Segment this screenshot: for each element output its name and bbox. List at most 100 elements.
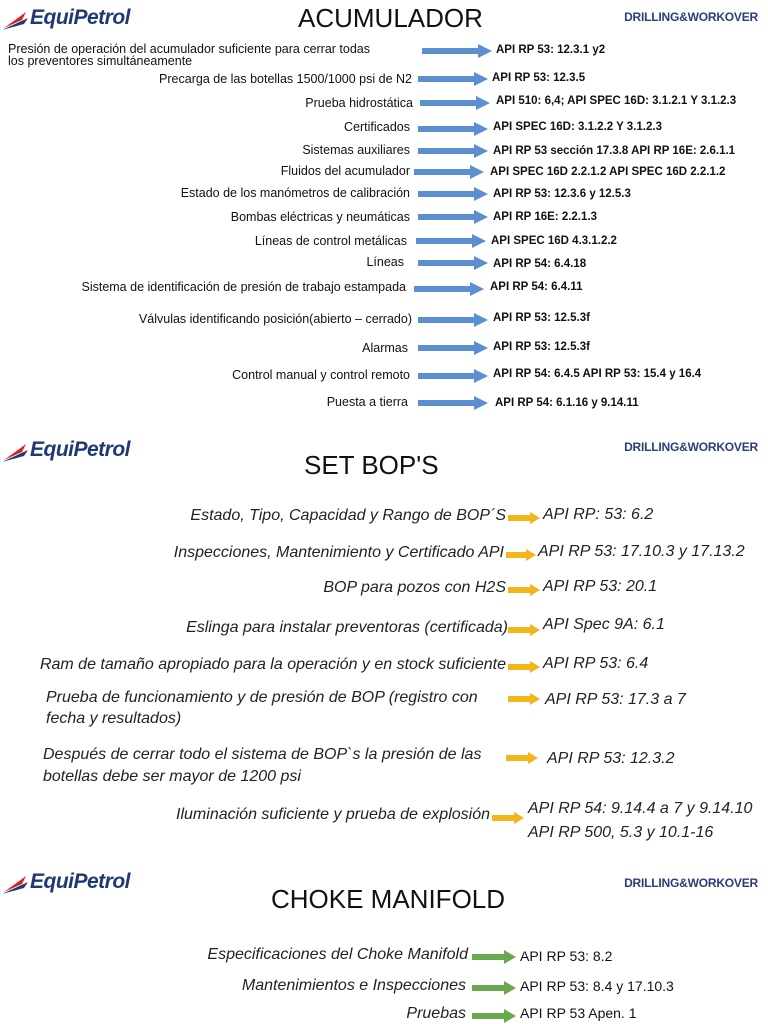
item-label: Sistema de identificación de presión de …	[81, 280, 406, 294]
arrow-icon	[416, 234, 486, 248]
item-reference: API RP 53: 12.5.3f	[493, 312, 590, 324]
equipetrol-logo: EquiPetrol	[2, 868, 136, 898]
arrow-icon	[508, 584, 540, 596]
arrow-icon	[472, 981, 516, 995]
item-reference: API SPEC 16D 2.2.1.2 API SPEC 16D 2.2.1.…	[490, 166, 726, 178]
item-label: Iluminación suficiente y prueba de explo…	[176, 806, 490, 823]
arrow-icon	[508, 693, 540, 705]
arrow-icon	[418, 396, 488, 410]
item-label: Mantenimientos e Inspecciones	[241, 977, 466, 994]
drilling-workover-tag: DRILLING&WORKOVER	[624, 876, 758, 890]
section-set-bops: EquiPetrol DRILLING&WORKOVER SET BOP'S E…	[0, 424, 768, 841]
equipetrol-logo: EquiPetrol	[2, 4, 136, 34]
arrow-icon	[414, 165, 484, 179]
item-label: Prueba de funcionamiento y de presión de…	[46, 689, 478, 706]
item-reference: API RP 53 sección 17.3.8 API RP 16E: 2.6…	[493, 145, 736, 157]
logo-swoosh-icon	[2, 12, 28, 30]
arrow-icon	[506, 752, 538, 764]
arrow-icon	[418, 210, 488, 224]
item-label: Inspecciones, Mantenimiento y Certificad…	[173, 544, 504, 561]
item-reference: API RP 53: 12.3.6 y 12.5.3	[493, 188, 631, 200]
arrow-icon	[418, 144, 488, 158]
arrow-icon	[492, 812, 524, 824]
item-label: BOP para pozos con H2S	[323, 579, 506, 596]
item-reference: API RP 53 Apen. 1	[520, 1005, 637, 1021]
arrow-icon	[414, 282, 484, 296]
item-label: Estado, Tipo, Capacidad y Rango de BOP´S	[190, 507, 506, 524]
logo-text: EquiPetrol	[30, 6, 131, 29]
arrow-icon	[508, 624, 540, 636]
item-reference: API Spec 9A: 6.1	[543, 616, 665, 633]
item-reference: API RP 16E: 2.2.1.3	[493, 211, 597, 223]
drilling-workover-tag: DRILLING&WORKOVER	[624, 10, 758, 24]
arrow-icon	[418, 256, 488, 270]
equipetrol-logo: EquiPetrol	[2, 436, 136, 466]
item-label: Válvulas identificando posición(abierto …	[138, 312, 412, 326]
item-label: Presión de operación del acumulador sufi…	[8, 42, 371, 56]
item-reference: API SPEC 16D 4.3.1.2.2	[491, 235, 617, 247]
item-label: Control manual y control remoto	[232, 368, 410, 382]
item-reference: API RP 53: 12.5.3f	[493, 341, 590, 353]
logo-text: EquiPetrol	[30, 438, 131, 461]
section-title: SET BOP'S	[304, 450, 439, 480]
item-reference: API SPEC 16D: 3.1.2.2 Y 3.1.2.3	[493, 121, 662, 133]
arrow-icon	[418, 369, 488, 383]
arrow-icon	[508, 512, 540, 524]
item-label: Líneas de control metálicas	[254, 234, 407, 248]
logo-text: EquiPetrol	[30, 870, 131, 893]
item-reference: API RP 53: 8.2	[520, 948, 613, 964]
item-reference: API 510: 6,4; API SPEC 16D: 3.1.2.1 Y 3.…	[496, 95, 737, 107]
section-title: ACUMULADOR	[298, 3, 483, 33]
item-label: Especificaciones del Choke Manifold	[207, 946, 468, 963]
logo-swoosh-icon	[2, 876, 28, 894]
item-label: Certificados	[344, 120, 410, 134]
item-reference: API RP 53: 12.3.1 y2	[496, 44, 606, 56]
item-label: Sistemas auxiliares	[302, 143, 410, 157]
arrow-icon	[420, 96, 490, 110]
arrow-icon	[418, 187, 488, 201]
logo-swoosh-icon	[2, 444, 28, 462]
item-label: Eslinga para instalar preventoras (certi…	[186, 619, 508, 636]
arrow-icon	[418, 341, 488, 355]
section-acumulador: EquiPetrol DRILLING&WORKOVER ACUMULADOR …	[0, 0, 768, 420]
arrow-icon	[422, 44, 492, 58]
item-label: Después de cerrar todo el sistema de BOP…	[43, 746, 482, 763]
item-reference: API RP 53: 12.3.2	[547, 750, 675, 767]
arrow-icon	[506, 549, 536, 561]
section-choke-manifold: EquiPetrol DRILLING&WORKOVER CHOKE MANIF…	[0, 840, 768, 1024]
item-label: Fluidos del acumulador	[280, 164, 410, 178]
item-label-continued: botellas debe ser mayor de 1200 psi	[43, 768, 301, 785]
item-reference: API RP: 53: 6.2	[543, 506, 654, 523]
item-reference-continued: API RP 500, 5.3 y 10.1-16	[528, 824, 714, 841]
item-reference: API RP 54: 9.14.4 a 7 y 9.14.10	[528, 800, 753, 817]
arrow-icon	[418, 72, 488, 86]
item-label-continued: los preventores simultáneamente	[8, 54, 193, 68]
item-label: Bombas eléctricas y neumáticas	[230, 210, 410, 224]
item-reference: API RP 53: 17.10.3 y 17.13.2	[538, 543, 745, 560]
item-label: Estado de los manómetros de calibración	[180, 186, 410, 200]
item-reference: API RP 53: 6.4	[543, 655, 649, 672]
drilling-workover-tag: DRILLING&WORKOVER	[624, 440, 758, 454]
item-reference: API RP 54: 6.4.18	[493, 258, 587, 270]
item-label: Pruebas	[406, 1005, 466, 1022]
item-label: Puesta a tierra	[326, 395, 408, 409]
item-reference: API RP 54: 6.1.16 y 9.14.11	[495, 397, 639, 409]
section-title: CHOKE MANIFOLD	[271, 884, 506, 914]
arrow-icon	[418, 122, 488, 136]
item-label: Líneas	[366, 255, 404, 269]
arrow-icon	[472, 1009, 516, 1023]
item-label-continued: fecha y resultados)	[46, 710, 182, 727]
item-label: Alarmas	[362, 341, 408, 355]
item-reference: API RP 53: 17.3 a 7	[545, 691, 686, 708]
arrow-icon	[508, 661, 540, 673]
item-reference: API RP 53: 8.4 y 17.10.3	[520, 978, 674, 994]
arrow-icon	[472, 950, 516, 964]
item-reference: API RP 54: 6.4.11	[490, 281, 583, 293]
item-reference: API RP 54: 6.4.5 API RP 53: 15.4 y 16.4	[493, 368, 702, 380]
arrow-icon	[418, 313, 488, 327]
item-label: Ram de tamaño apropiado para la operació…	[39, 656, 506, 673]
item-label: Prueba hidrostática	[305, 96, 413, 110]
item-reference: API RP 53: 20.1	[543, 578, 658, 595]
item-label: Precarga de las botellas 1500/1000 psi d…	[159, 72, 412, 86]
item-reference: API RP 53: 12.3.5	[492, 72, 586, 84]
